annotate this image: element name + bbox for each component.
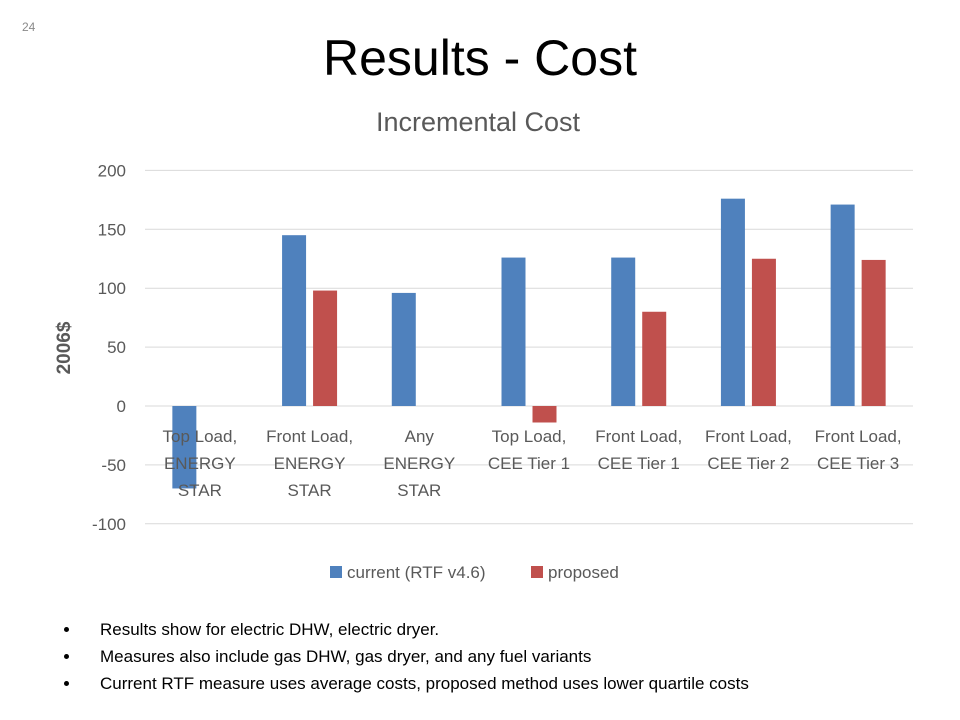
slide-number: 24 xyxy=(22,20,36,34)
bullet-list: Results show for electric DHW, electric … xyxy=(62,616,749,697)
legend-swatch xyxy=(531,566,543,578)
bar-current xyxy=(501,257,526,406)
y-tick-label: 200 xyxy=(98,161,126,180)
y-axis-label: 2006$ xyxy=(54,321,75,374)
chart-title: Incremental Cost xyxy=(376,107,581,137)
legend-label: proposed xyxy=(548,563,619,582)
y-tick-label: 100 xyxy=(98,279,126,298)
bar-current xyxy=(611,257,636,406)
y-tick-label: 0 xyxy=(117,397,126,416)
legend-swatch xyxy=(330,566,342,578)
y-tick-label: -100 xyxy=(92,515,126,534)
bar-proposed xyxy=(532,406,557,423)
bar-proposed xyxy=(861,259,886,406)
bar-proposed xyxy=(313,290,338,406)
bar-current xyxy=(391,292,416,406)
x-category-label: Front Load, ENERGY STAR xyxy=(266,427,353,500)
x-category-label: Top Load, CEE Tier 1 xyxy=(488,427,570,473)
slide-title: Results - Cost xyxy=(323,30,637,86)
x-category-label: Front Load, CEE Tier 1 xyxy=(595,427,682,473)
x-category-label: Front Load, CEE Tier 2 xyxy=(705,427,792,473)
bar-proposed xyxy=(642,311,667,406)
bar-current xyxy=(282,235,307,406)
x-category-label: Front Load, CEE Tier 3 xyxy=(815,427,902,473)
bullet-item: Measures also include gas DHW, gas dryer… xyxy=(62,643,749,670)
y-tick-label: -50 xyxy=(101,456,126,475)
x-category-label: Top Load, ENERGY STAR xyxy=(163,427,238,500)
bullet-item: Results show for electric DHW, electric … xyxy=(62,616,749,643)
incremental-cost-chart: Incremental Cost 2006$ 200 150 100 50 0 -50 -1… xyxy=(54,107,913,582)
y-tick-label: 150 xyxy=(98,220,126,239)
bar-current xyxy=(830,204,855,406)
bar-proposed xyxy=(751,258,776,406)
bar-current xyxy=(720,198,745,406)
bullet-item: Current RTF measure uses average costs, … xyxy=(62,670,749,697)
x-category-label: Any ENERGY STAR xyxy=(383,427,455,500)
y-tick-label: 50 xyxy=(107,338,126,357)
bar-current xyxy=(172,406,197,489)
legend-label: current (RTF v4.6) xyxy=(347,563,486,582)
